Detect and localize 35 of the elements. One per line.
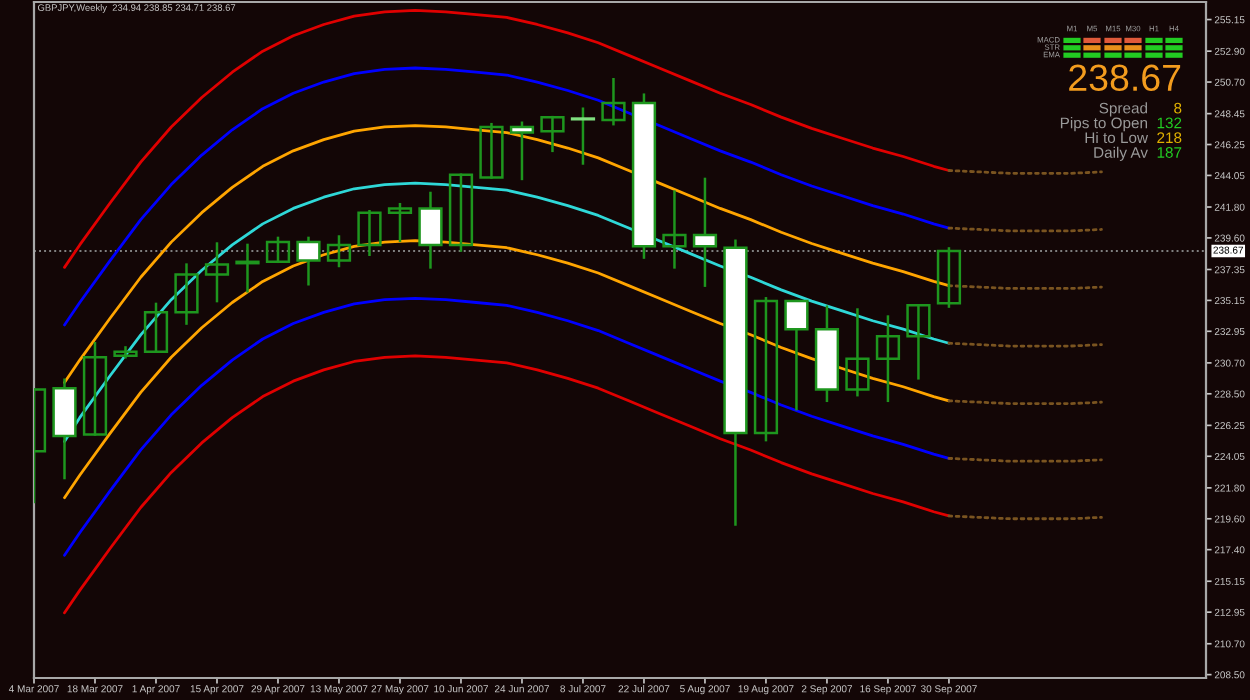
line-series [63,66,951,327]
candlestick [784,299,809,411]
candlestick [875,315,901,403]
candlestick [540,115,565,153]
candlestick [113,346,138,359]
candlestick [204,242,230,303]
line-series [63,239,951,500]
candlestick [479,122,504,179]
candlestick [326,235,352,268]
candlestick [936,247,962,308]
candlestick [906,304,931,380]
candlestick [82,341,108,436]
candlestick [753,297,779,442]
annotation: 238.67 [1069,64,1181,92]
line-series [63,9,951,269]
line-series [63,181,951,443]
candlestick [174,263,199,325]
candlestick [570,107,596,165]
candlestick [357,209,382,257]
line-series [63,354,951,615]
candlestick [235,243,260,293]
line-series [63,124,951,384]
line-series [63,296,951,557]
candlestick [509,121,535,181]
candlestick [143,302,169,353]
candlestick [662,190,687,269]
candlestick [52,378,77,480]
candlestick [387,202,413,242]
candlestick [418,191,443,269]
candlestick [448,173,474,252]
candlestick [265,236,291,264]
candlestick [692,177,718,287]
candlestick [601,77,626,126]
candlestick [296,236,321,286]
candlestick [845,308,870,397]
